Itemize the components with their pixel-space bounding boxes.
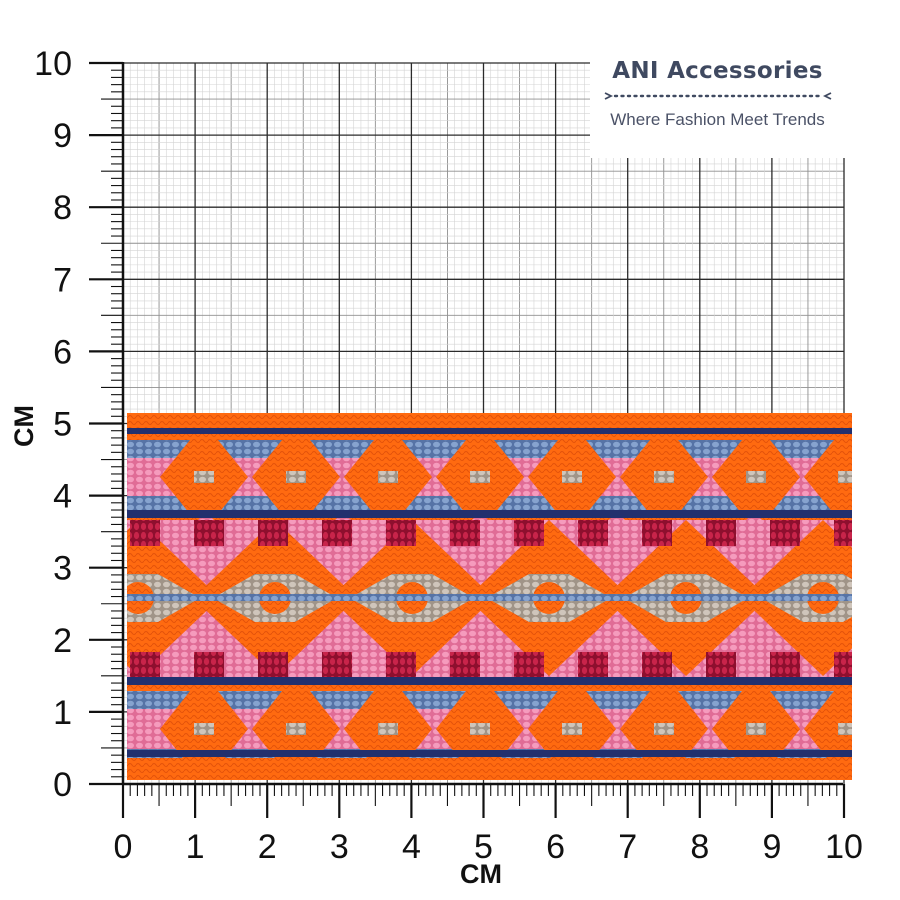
x-axis-tick-label: 1 xyxy=(186,828,205,866)
x-axis-tick-label: 10 xyxy=(825,828,863,866)
grey-bead-motif xyxy=(746,723,766,735)
grey-bead-motif xyxy=(838,723,852,735)
grey-bead-motif xyxy=(286,471,306,483)
red-bead-cluster xyxy=(322,652,352,678)
red-bead-cluster xyxy=(258,520,288,546)
red-bead-cluster xyxy=(194,520,224,546)
grey-bead-motif xyxy=(378,723,398,735)
red-bead-cluster xyxy=(258,652,288,678)
navy-thread-line xyxy=(127,677,852,685)
red-bead-cluster xyxy=(322,520,352,546)
x-axis-tick-labels: 0 1 2 3 4 5 6 7 8 9 10 xyxy=(114,828,863,866)
bottom-selvedge xyxy=(127,758,852,780)
grey-bead-motif xyxy=(470,723,490,735)
red-bead-cluster xyxy=(194,652,224,678)
y-axis-tick-label: 9 xyxy=(53,117,72,155)
grey-bead-motif xyxy=(562,723,582,735)
y-axis-tick-label: 1 xyxy=(53,694,72,732)
orange-diamond-motif xyxy=(878,520,900,676)
red-bead-cluster xyxy=(450,652,480,678)
pink-diamond-motif xyxy=(726,512,782,568)
brand-box: ANI Accessories Where Fashion Meet Trend… xyxy=(590,50,845,158)
y-axis-tick-label: 4 xyxy=(53,478,72,516)
red-bead-cluster xyxy=(514,652,544,678)
y-axis-ticks xyxy=(89,61,123,786)
red-bead-cluster xyxy=(770,652,800,678)
red-bead-cluster xyxy=(130,520,160,546)
dotted-divider-icon xyxy=(604,92,831,100)
grey-bead-motif xyxy=(194,723,214,735)
center-blue-thread xyxy=(127,594,852,601)
y-axis-tick-label: 6 xyxy=(53,333,72,371)
x-axis-ticks xyxy=(121,784,846,818)
fabric-motifs xyxy=(127,413,900,780)
fabric-ribbon xyxy=(127,413,900,780)
x-axis-tick-label: 3 xyxy=(330,828,349,866)
red-bead-cluster xyxy=(642,652,672,678)
red-bead-cluster xyxy=(578,520,608,546)
red-bead-cluster xyxy=(834,520,852,546)
red-bead-cluster xyxy=(834,652,852,678)
y-axis-tick-label: 7 xyxy=(53,261,72,299)
x-axis-tick-label: 4 xyxy=(402,828,421,866)
red-bead-cluster xyxy=(706,520,736,546)
brand-name: ANI Accessories xyxy=(612,58,823,84)
top-selvedge xyxy=(127,413,852,428)
x-axis-tick-label: 6 xyxy=(546,828,565,866)
grey-bead-motif xyxy=(470,471,490,483)
pink-diamond-motif xyxy=(863,628,900,684)
brand-tagline: Where Fashion Meet Trends xyxy=(610,110,825,129)
grey-bead-motif xyxy=(654,471,674,483)
grey-bead-motif xyxy=(194,471,214,483)
grey-bead-motif xyxy=(378,471,398,483)
y-axis-tick-label: 8 xyxy=(53,189,72,227)
x-axis-unit-label: CM xyxy=(460,859,502,889)
y-axis-tick-label: 0 xyxy=(53,766,72,804)
x-axis-tick-label: 2 xyxy=(258,828,277,866)
x-axis-tick-label: 0 xyxy=(114,828,133,866)
y-axis-tick-label: 5 xyxy=(53,406,72,444)
y-axis-tick-label: 10 xyxy=(34,45,72,83)
red-bead-cluster xyxy=(642,520,672,546)
grey-bead-motif xyxy=(286,723,306,735)
navy-thread-line xyxy=(127,750,852,757)
red-bead-cluster xyxy=(130,652,160,678)
y-axis-unit-label: CM xyxy=(9,405,39,447)
red-bead-cluster xyxy=(386,520,416,546)
y-axis-tick-labels: 0 1 2 3 4 5 6 7 8 9 10 xyxy=(34,45,72,804)
x-axis-tick-label: 8 xyxy=(690,828,709,866)
red-bead-cluster xyxy=(514,520,544,546)
red-bead-cluster xyxy=(386,652,416,678)
grey-bead-motif xyxy=(654,723,674,735)
red-bead-cluster xyxy=(770,520,800,546)
x-axis-tick-label: 5 xyxy=(474,828,493,866)
pink-diamond-motif xyxy=(863,512,900,568)
navy-thread-line xyxy=(127,510,852,518)
red-bead-cluster xyxy=(450,520,480,546)
x-axis-tick-label: 7 xyxy=(618,828,637,866)
orange-hexagon-motif xyxy=(804,440,852,514)
red-bead-cluster xyxy=(578,652,608,678)
pink-diamond-motif xyxy=(726,628,782,684)
navy-thread-line xyxy=(127,428,852,434)
grey-bead-motif xyxy=(562,471,582,483)
grey-bead-motif xyxy=(746,471,766,483)
orange-hexagon-motif xyxy=(804,691,852,767)
y-axis-tick-label: 2 xyxy=(53,622,72,660)
x-axis-tick-label: 9 xyxy=(762,828,781,866)
red-bead-cluster xyxy=(706,652,736,678)
y-axis-tick-label: 3 xyxy=(53,550,72,588)
grey-bead-motif xyxy=(838,471,852,483)
